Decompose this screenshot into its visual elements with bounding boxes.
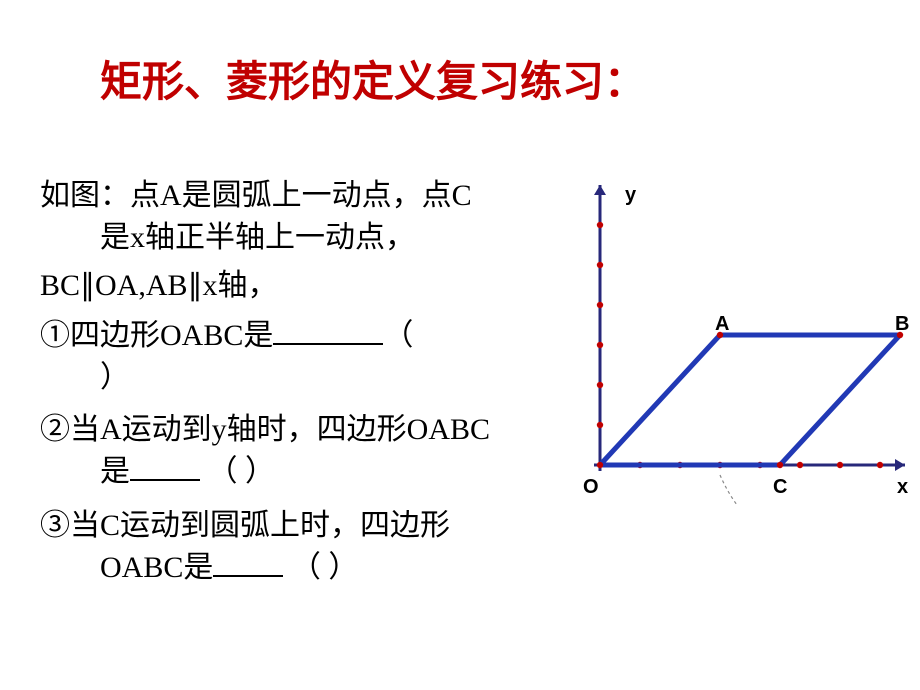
geometry-diagram: y x O A B C bbox=[555, 175, 915, 505]
page-title: 矩形、菱形的定义复习练习： bbox=[100, 48, 646, 109]
y-tick-3 bbox=[597, 302, 603, 308]
label-B: B bbox=[895, 313, 909, 335]
q3-pre: ③当C运动到圆弧上时，四边形 bbox=[40, 509, 450, 542]
q1-blank bbox=[273, 343, 383, 345]
intro-line-1: 是x轴正半轴上一动点， bbox=[100, 212, 415, 256]
x-tick-4 bbox=[797, 462, 803, 468]
question-2-line2: 是 （ ） bbox=[100, 446, 275, 490]
question-1-line1: ①四边形OABC是 （ bbox=[40, 310, 413, 354]
y-tick-5 bbox=[597, 222, 603, 228]
q2-post: （ ） bbox=[208, 455, 276, 488]
q1-tail: ） bbox=[100, 361, 130, 394]
label-O: O bbox=[583, 476, 599, 498]
x-tick-5 bbox=[837, 462, 843, 468]
label-C: C bbox=[773, 476, 787, 498]
q3-blank bbox=[213, 575, 283, 577]
q3-post: （ ） bbox=[291, 551, 359, 584]
q3-next: OABC是 bbox=[100, 551, 213, 584]
y-tick-0 bbox=[597, 422, 603, 428]
x-tick-6 bbox=[877, 462, 883, 468]
intro-line-0: 如图：点A是圆弧上一动点，点C bbox=[40, 170, 472, 214]
arc-dashed bbox=[720, 475, 755, 505]
x-axis-arrow bbox=[895, 459, 905, 471]
question-3-line2: OABC是 （ ） bbox=[100, 542, 358, 586]
q1-post: （ bbox=[383, 319, 413, 352]
q2-pre: ②当A运动到y轴时，四边形OABC bbox=[40, 413, 490, 446]
parallelogram-oabc bbox=[600, 335, 900, 465]
question-1-line2: ） bbox=[100, 352, 130, 396]
y-axis-label: y bbox=[625, 184, 637, 206]
q2-blank bbox=[130, 479, 200, 481]
y-tick-2 bbox=[597, 342, 603, 348]
x-axis-label: x bbox=[897, 476, 908, 498]
q1-pre: ①四边形OABC是 bbox=[40, 319, 273, 352]
question-2-line1: ②当A运动到y轴时，四边形OABC bbox=[40, 404, 490, 448]
vertex-dot-3 bbox=[777, 462, 783, 468]
vertex-dot-0 bbox=[597, 462, 603, 468]
y-axis-arrow bbox=[594, 185, 606, 195]
q2-next: 是 bbox=[100, 455, 130, 488]
question-3-line1: ③当C运动到圆弧上时，四边形 bbox=[40, 500, 450, 544]
intro-line-2: BC∥OA,AB∥x轴， bbox=[40, 260, 278, 304]
y-tick-4 bbox=[597, 262, 603, 268]
label-A: A bbox=[715, 313, 729, 335]
y-tick-1 bbox=[597, 382, 603, 388]
